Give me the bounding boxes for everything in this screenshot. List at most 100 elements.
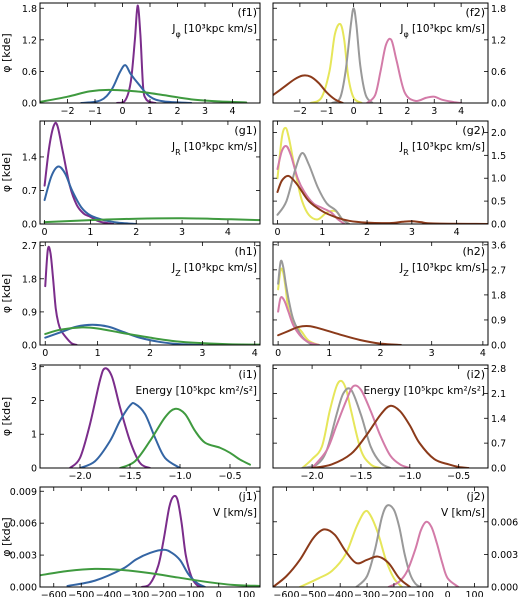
y-axis-label: φ [kde] <box>0 274 13 313</box>
x-tick-label: −500 <box>68 590 94 597</box>
x-tick-label: −1 <box>88 106 102 117</box>
y-tick-label: 0.0 <box>491 99 506 110</box>
series-line-purple <box>116 4 157 103</box>
panel-j1: −600 −500 −400 −300 −200 −100 0 100 0.000 0.003 0.… <box>0 486 261 597</box>
x-tick-label: −1.5 <box>118 471 141 482</box>
y-tick-label: 1.8 <box>491 290 506 301</box>
y-tick-label: 0.0 <box>491 220 506 231</box>
y-tick-label: 0.000 <box>491 583 518 594</box>
series-group <box>301 379 470 468</box>
series-line-blue <box>80 64 193 103</box>
x-tick-label: −600 <box>273 590 299 597</box>
y-tick-label: 1.8 <box>22 4 37 15</box>
quantity-annotation: JR [10³kpc km/s] <box>399 141 485 157</box>
panel-g2: 0 1 2 3 4 0.0 0.5 1.0 1.5 2.0 (g2) JR [10³kpc km/s] <box>272 120 506 238</box>
x-tick-label: −200 <box>151 590 177 597</box>
x-tick-label: 1 <box>87 227 93 238</box>
quantity-annotation: Jφ [10³kpc km/s] <box>399 23 485 39</box>
series-line-purple <box>44 245 78 345</box>
x-tick-label: −1.0 <box>398 471 421 482</box>
y-tick-label: 3.6 <box>491 240 506 251</box>
panel-label: (j1) <box>238 490 257 503</box>
y-tick-label: 2.7 <box>22 241 37 252</box>
panel-f2: −2 −1 0 1 2 3 4 0.0 0.6 1.2 1.8 (f2) Jφ [10³kpc km/s… <box>272 2 506 117</box>
series-group <box>40 4 248 103</box>
axes-frame <box>39 364 261 469</box>
x-tick-label: 2 <box>377 348 383 359</box>
y-axis-label: φ [kde] <box>0 33 13 72</box>
panel-f1: −2 −1 0 1 2 3 4 0.0 0.6 1.2 1.8 φ [kde] (f1) Jφ [10³k… <box>0 2 261 117</box>
axes-frame <box>272 486 489 588</box>
y-tick-label: 1.2 <box>22 35 37 46</box>
series-line-purple <box>43 121 115 224</box>
x-tick-label: 3 <box>179 227 185 238</box>
x-tick-label: −1.0 <box>168 471 191 482</box>
x-tick-label: −100 <box>178 590 204 597</box>
series-group <box>273 7 463 103</box>
panel-label: (g2) <box>462 124 485 137</box>
series-group <box>273 504 460 587</box>
y-tick-label: 0.5 <box>491 197 506 208</box>
x-tick-label: 4 <box>454 227 460 238</box>
axes-frame <box>272 2 489 104</box>
x-tick-label: −600 <box>41 590 67 597</box>
x-tick-label: 0 <box>274 227 280 238</box>
x-tick-label: 2 <box>174 106 180 117</box>
x-tick-label: 2 <box>404 106 410 117</box>
x-tick-label: −2 <box>293 106 307 117</box>
y-tick-label: 0.9 <box>22 307 37 318</box>
quantity-annotation: V [km/s] <box>213 507 257 519</box>
series-line-pink <box>366 37 463 103</box>
x-tick-label: −1 <box>320 106 334 117</box>
y-tick-label: 1.4 <box>22 152 37 163</box>
y-axis-label: φ [kde] <box>0 517 13 556</box>
panel-label: (i2) <box>466 368 485 381</box>
series-group <box>277 259 402 345</box>
series-line-pink <box>277 296 321 345</box>
x-tick-label: 4 <box>252 348 258 359</box>
x-tick-label: 1 <box>377 106 383 117</box>
y-tick-label: 0.003 <box>491 550 518 561</box>
y-tick-label: 0.6 <box>491 67 506 78</box>
y-tick-label: 0.006 <box>10 519 37 530</box>
quantity-annotation: Energy [10⁵kpc km²/s²] <box>136 385 257 397</box>
x-tick-label: −300 <box>354 590 380 597</box>
x-tick-label: −0.5 <box>447 471 470 482</box>
panel-j2: −600 −500 −400 −300 −200 −100 0 100 0.000 0.003 0.… <box>272 486 518 597</box>
y-tick-label: 1.8 <box>22 274 37 285</box>
y-tick-label: 0 <box>31 464 37 475</box>
y-tick-label: 0.009 <box>10 487 37 498</box>
x-tick-label: 0 <box>42 227 48 238</box>
y-tick-label: 0.7 <box>491 439 506 450</box>
quantity-annotation: JR [10³kpc km/s] <box>171 141 257 157</box>
y-tick-label: 1 <box>31 430 37 441</box>
y-tick-label: 1.8 <box>491 4 506 15</box>
x-tick-label: −2.0 <box>68 471 91 482</box>
y-tick-label: 1.4 <box>491 414 506 425</box>
y-tick-label: 2 <box>31 396 37 407</box>
x-tick-label: 0 <box>119 106 125 117</box>
axes-frame <box>272 364 489 469</box>
series-line-gray <box>276 152 351 224</box>
series-line-green <box>44 326 260 345</box>
y-tick-label: 0.0 <box>22 341 37 352</box>
series-group <box>44 245 260 345</box>
panel-g1: 0 1 2 3 4 0.0 0.7 1.4 φ [kde] (g1) JR [10³kpc km/s… <box>0 120 261 238</box>
y-tick-label: 0.0 <box>22 99 37 110</box>
x-tick-label: −400 <box>96 590 122 597</box>
y-tick-label: 0.0 <box>22 220 37 231</box>
x-tick-label: 4 <box>480 348 486 359</box>
series-line-gray <box>355 504 422 587</box>
x-tick-label: 100 <box>237 590 255 597</box>
x-tick-label: 0 <box>275 348 281 359</box>
x-tick-label: 3 <box>429 348 435 359</box>
axes-frame <box>39 2 261 104</box>
series-line-green <box>119 407 251 468</box>
x-tick-label: −400 <box>327 590 353 597</box>
x-tick-label: 4 <box>225 227 231 238</box>
y-tick-label: 2.8 <box>491 364 506 375</box>
series-line-green <box>40 88 248 103</box>
x-tick-label: 1 <box>319 227 325 238</box>
x-tick-label: −1.5 <box>349 471 372 482</box>
